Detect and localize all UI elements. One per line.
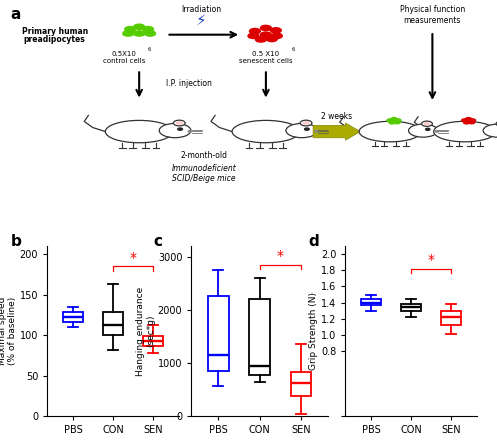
PathPatch shape xyxy=(291,372,312,396)
Circle shape xyxy=(464,121,470,124)
PathPatch shape xyxy=(208,296,229,371)
Text: d: d xyxy=(309,234,319,249)
Circle shape xyxy=(145,31,156,36)
Circle shape xyxy=(462,119,468,122)
Ellipse shape xyxy=(423,122,430,125)
Text: a: a xyxy=(10,7,20,22)
Ellipse shape xyxy=(302,121,310,125)
Circle shape xyxy=(389,121,395,124)
Circle shape xyxy=(248,33,259,39)
Circle shape xyxy=(260,25,271,31)
Circle shape xyxy=(134,24,145,29)
Circle shape xyxy=(466,117,472,120)
Circle shape xyxy=(178,128,182,130)
Text: *: * xyxy=(130,251,137,265)
Text: 6: 6 xyxy=(292,47,295,51)
Text: measurements: measurements xyxy=(404,16,461,25)
Ellipse shape xyxy=(105,120,173,143)
Text: Physical function: Physical function xyxy=(400,5,465,14)
Text: *: * xyxy=(428,253,435,267)
Y-axis label: Hanging endurance
(sec*g): Hanging endurance (sec*g) xyxy=(136,287,155,376)
Ellipse shape xyxy=(159,124,191,138)
Circle shape xyxy=(270,28,281,33)
Text: senescent cells: senescent cells xyxy=(239,58,293,64)
Circle shape xyxy=(435,131,438,132)
Text: 2-month-old: 2-month-old xyxy=(180,151,227,160)
Ellipse shape xyxy=(483,124,497,137)
Text: control cells: control cells xyxy=(103,58,146,64)
Circle shape xyxy=(469,121,475,124)
Text: Irradiation: Irradiation xyxy=(181,5,221,14)
Circle shape xyxy=(260,32,271,37)
PathPatch shape xyxy=(63,312,83,322)
Circle shape xyxy=(391,117,397,120)
PathPatch shape xyxy=(103,312,123,335)
Ellipse shape xyxy=(175,121,183,125)
PathPatch shape xyxy=(401,303,421,311)
Y-axis label: Maximal speed
(% of baseline): Maximal speed (% of baseline) xyxy=(0,297,17,365)
Text: 6: 6 xyxy=(148,47,151,51)
FancyArrow shape xyxy=(313,123,360,140)
Circle shape xyxy=(315,131,318,132)
Ellipse shape xyxy=(232,120,300,143)
Circle shape xyxy=(469,119,476,122)
PathPatch shape xyxy=(249,299,270,375)
Circle shape xyxy=(395,119,401,122)
Text: preadipocytes: preadipocytes xyxy=(24,35,85,44)
Ellipse shape xyxy=(409,124,438,137)
Circle shape xyxy=(188,131,191,132)
Circle shape xyxy=(125,27,136,32)
Ellipse shape xyxy=(173,120,185,126)
Circle shape xyxy=(123,31,134,36)
Circle shape xyxy=(387,119,393,122)
Text: Primary human: Primary human xyxy=(21,27,88,35)
Text: ⚡: ⚡ xyxy=(196,13,207,28)
Y-axis label: Grip Strength (N): Grip Strength (N) xyxy=(309,292,318,370)
Circle shape xyxy=(134,31,145,36)
Circle shape xyxy=(266,36,277,42)
Text: 2 weeks: 2 weeks xyxy=(322,112,352,120)
Circle shape xyxy=(394,121,400,124)
Circle shape xyxy=(249,28,260,34)
Text: b: b xyxy=(10,234,21,249)
Circle shape xyxy=(271,33,282,39)
Text: I.P. injection: I.P. injection xyxy=(166,79,212,88)
PathPatch shape xyxy=(143,336,163,346)
PathPatch shape xyxy=(361,299,381,305)
Ellipse shape xyxy=(421,121,432,126)
Text: Immunodeficient: Immunodeficient xyxy=(171,164,236,173)
PathPatch shape xyxy=(441,311,461,326)
Ellipse shape xyxy=(359,121,421,142)
Circle shape xyxy=(143,27,154,32)
Ellipse shape xyxy=(286,124,318,138)
Text: *: * xyxy=(277,249,284,263)
Text: SCID/Beige mice: SCID/Beige mice xyxy=(172,174,236,183)
Ellipse shape xyxy=(434,121,496,142)
Circle shape xyxy=(255,37,266,42)
Circle shape xyxy=(305,128,309,130)
Text: c: c xyxy=(153,234,162,249)
Text: 0.5X10: 0.5X10 xyxy=(112,51,137,57)
Text: 0.5 X10: 0.5 X10 xyxy=(252,51,279,57)
Ellipse shape xyxy=(300,120,312,126)
Ellipse shape xyxy=(496,121,497,126)
Circle shape xyxy=(425,128,430,130)
